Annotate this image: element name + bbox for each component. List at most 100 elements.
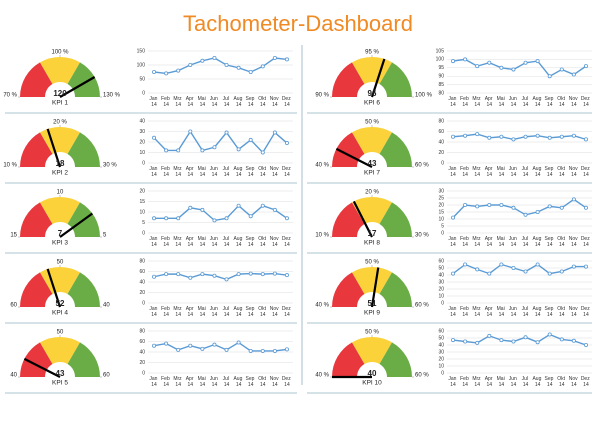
line-marker [571,197,576,202]
gauge-sector [40,336,80,365]
line-marker [571,338,576,343]
line-marker [535,133,540,138]
line-marker [200,272,205,277]
line-marker [284,216,289,221]
gauge-label: KPI 6 [364,100,380,107]
y-tick-label: 30 [438,349,444,355]
gauge-label: KPI 8 [364,240,380,247]
x-tick-label: Okt 14 [557,306,566,318]
x-tick-label: Dez 14 [282,96,292,108]
gauge-tick-label: 20 % [365,190,379,196]
line-marker [176,347,181,352]
y-tick-label: 10 [139,209,145,215]
line-marker [523,335,528,340]
y-tick-label: 5 [441,223,444,229]
x-tick-label: Nov 14 [569,376,579,388]
line-marker [248,137,253,142]
y-tick-label: 0 [142,90,145,96]
y-tick-label: 0 [441,300,444,306]
line-marker [571,264,576,269]
x-tick-label: Mrz 14 [472,96,482,108]
y-tick-label: 100 [137,62,146,68]
gauge-label: KPI 3 [52,240,68,247]
x-tick-label: Jul 14 [522,306,530,318]
line-marker [284,57,289,62]
line-marker [284,141,289,146]
line-series [153,57,288,75]
y-tick-label: 150 [137,48,146,54]
line-marker [451,59,456,64]
gauge-tick-label: 60 % [415,163,429,169]
line-marker [152,343,157,348]
y-tick-label: 60 [438,328,444,334]
x-tick-label: Nov 14 [270,236,280,248]
gauge-tick-label: 100 % [51,50,69,56]
line-marker [152,70,157,75]
gauge-sector [332,62,365,97]
x-tick-label: Apr 14 [485,376,494,388]
x-tick-label: Jun 14 [509,96,518,108]
y-tick-label: 60 [438,129,444,135]
y-tick-label: 10 [139,150,145,156]
x-tick-label: Dez 14 [581,96,591,108]
y-tick-label: 100 [436,57,445,63]
line-marker [164,216,169,221]
x-tick-label: Jan 14 [448,236,457,248]
x-tick-label: Okt 14 [557,376,566,388]
x-tick-label: Mai 14 [198,236,207,248]
x-tick-label: Apr 14 [485,96,494,108]
x-tick-label: Mai 14 [497,306,506,318]
gauge-tick-label: 50 [57,330,64,336]
line-marker [451,338,456,343]
line-marker [248,214,253,219]
x-tick-label: Okt 14 [557,96,566,108]
gauge-tick-label: 60 [10,303,17,309]
line-marker [164,272,169,277]
gauge-needle [23,357,61,378]
line-marker [583,137,588,142]
x-tick-label: Apr 14 [485,236,494,248]
x-tick-label: Nov 14 [270,376,280,388]
line-marker [284,273,289,278]
x-tick-label: Sep 14 [246,236,256,248]
line-marker [523,269,528,274]
gauge-sector [67,272,100,307]
x-tick-label: Okt 14 [557,236,566,248]
x-tick-label: Mrz 14 [173,376,183,388]
x-tick-label: Nov 14 [569,96,579,108]
gauge-tick-label: 50 [57,260,64,266]
x-tick-label: Sep 14 [545,166,555,178]
x-tick-label: Okt 14 [258,376,267,388]
y-tick-label: 80 [139,258,145,264]
line-marker [260,348,265,353]
x-tick-label: Feb 14 [460,96,470,108]
y-tick-label: 0 [142,300,145,306]
x-tick-label: Dez 14 [581,376,591,388]
x-tick-label: Mai 14 [497,96,506,108]
line-marker [272,207,277,212]
line-marker [200,346,205,351]
y-tick-label: 40 [438,272,444,278]
line-marker [236,272,241,277]
x-tick-label: Apr 14 [485,306,494,318]
line-marker [499,65,504,70]
x-tick-label: Jan 14 [448,306,457,318]
gauge-tick-label: 50 % [365,260,379,266]
gauge-sector [379,342,412,377]
x-tick-label: Feb 14 [460,166,470,178]
x-tick-label: Mai 14 [198,166,207,178]
y-tick-label: 0 [142,160,145,166]
x-tick-label: Okt 14 [258,306,267,318]
line-marker [499,262,504,267]
line-marker [236,147,241,152]
x-tick-label: Mai 14 [497,236,506,248]
x-tick-label: Aug 14 [532,236,542,248]
x-tick-label: Jul 14 [522,96,530,108]
line-marker [176,272,181,277]
line-marker [188,63,193,68]
gauge-sector [332,272,365,307]
x-tick-label: Jan 14 [149,166,158,178]
x-tick-label: Feb 14 [460,236,470,248]
line-marker [535,340,540,345]
